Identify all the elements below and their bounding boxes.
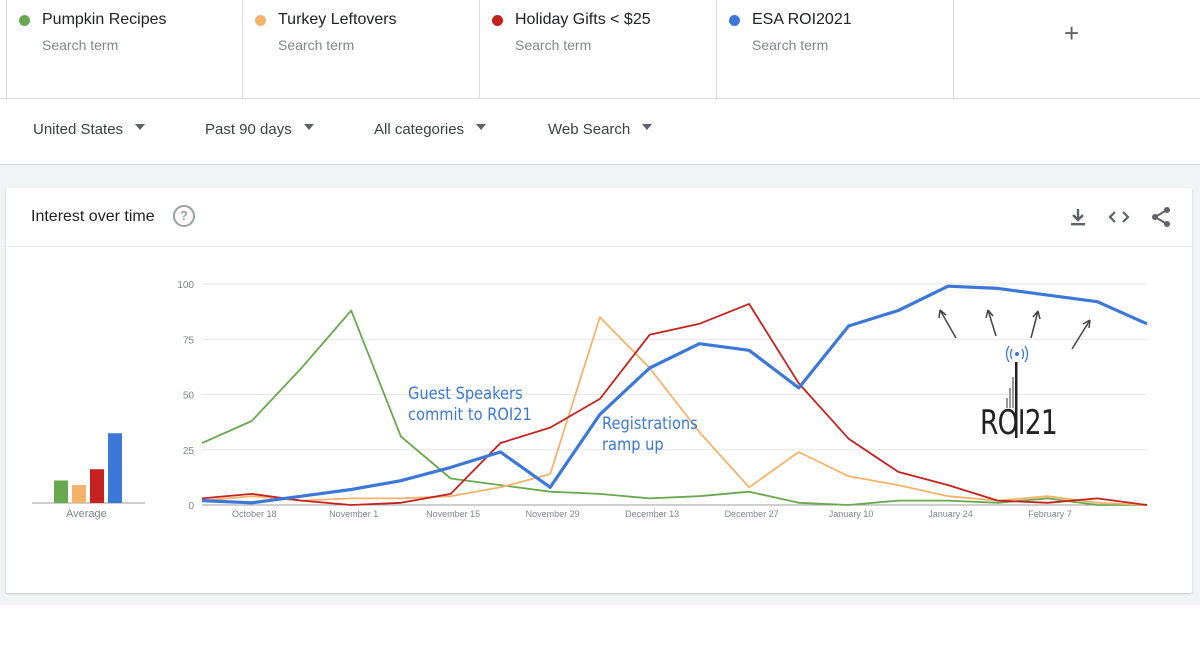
search-terms-bar: Pumpkin Recipes Search term Turkey Lefto…	[0, 0, 1200, 98]
dropdown-caret-icon	[476, 124, 487, 131]
search-term-sublabel: Search term	[42, 37, 119, 53]
category-label: All categories	[374, 121, 465, 138]
chart-series-lines	[201, 284, 1148, 506]
interest-over-time-card: Interest over time ?	[6, 188, 1192, 593]
series-line[interactable]	[201, 316, 1148, 506]
x-tick-label: November 15	[426, 509, 480, 519]
chart-gridlines	[202, 283, 1147, 506]
time-range-dropdown[interactable]: Past 90 days	[205, 121, 314, 138]
region-label: United States	[33, 121, 124, 138]
help-icon[interactable]: ?	[173, 205, 195, 227]
search-term-name[interactable]: Holiday Gifts < $25	[515, 11, 651, 28]
series-color-dot	[492, 15, 503, 26]
region-dropdown[interactable]: United States	[33, 121, 146, 138]
roi21-logo-text: ROI21	[980, 403, 1058, 443]
annotation-line: Guest Speakers	[408, 384, 523, 404]
series-color-dot	[19, 15, 30, 26]
search-term-sublabel: Search term	[752, 37, 829, 53]
search-term-name[interactable]: Turkey Leftovers	[278, 11, 397, 28]
category-dropdown[interactable]: All categories	[374, 121, 487, 138]
plus-icon[interactable]: +	[1064, 18, 1080, 48]
time-range-label: Past 90 days	[205, 121, 292, 138]
dropdown-caret-icon	[642, 124, 653, 131]
share-icon[interactable]	[1149, 205, 1173, 229]
x-tick-label: November 29	[526, 509, 580, 519]
x-tick-label: February 7	[1028, 509, 1072, 519]
search-term-holiday-gifts[interactable]: Holiday Gifts < $25 Search term	[480, 0, 717, 98]
search-term-esa-roi2021[interactable]: ESA ROI2021 Search term	[717, 0, 954, 98]
card-title: Interest over time	[31, 208, 155, 225]
series-line[interactable]	[201, 284, 1148, 505]
annotation-line: Registrations	[602, 414, 698, 434]
dropdown-caret-icon	[135, 124, 146, 131]
chart-x-tick-labels: October 18 November 1 November 15 November …	[232, 509, 1072, 519]
search-type-label: Web Search	[548, 121, 631, 138]
annotation-line: ramp up	[602, 435, 664, 455]
y-tick-label: 75	[183, 335, 195, 346]
search-term-name[interactable]: Pumpkin Recipes	[42, 11, 167, 28]
series-line[interactable]	[201, 302, 1148, 506]
search-term-name[interactable]: ESA ROI2021	[752, 11, 852, 28]
series-color-dot	[255, 15, 266, 26]
download-icon[interactable]	[1066, 205, 1090, 229]
average-bar[interactable]	[90, 469, 104, 503]
average-bar[interactable]	[72, 485, 86, 503]
x-tick-label: November 1	[329, 509, 378, 519]
search-term-sublabel: Search term	[278, 37, 355, 53]
series-line[interactable]	[201, 309, 1147, 506]
average-label: Average	[66, 508, 107, 520]
average-bar-chart	[32, 433, 145, 504]
chart-y-tick-labels: 0 25 50 75 100	[177, 280, 194, 512]
annotation-line: commit to ROI21	[408, 405, 532, 426]
average-bar[interactable]	[54, 480, 68, 504]
y-tick-label: 25	[183, 446, 195, 457]
embed-code-icon[interactable]	[1107, 205, 1131, 229]
search-type-dropdown[interactable]: Web Search	[548, 121, 653, 138]
roi21-logo	[938, 309, 1091, 438]
add-comparison-button[interactable]: +	[954, 0, 1200, 98]
series-color-dot	[729, 15, 740, 26]
card-header: Interest over time ?	[6, 188, 1192, 247]
x-tick-label: December 13	[625, 509, 679, 519]
search-term-sublabel: Search term	[515, 37, 592, 53]
search-term-turkey-leftovers[interactable]: Turkey Leftovers Search term	[243, 0, 480, 98]
annotation-guest-speakers: Guest Speakers commit to ROI21	[408, 384, 532, 426]
dropdown-caret-icon	[303, 124, 314, 131]
y-tick-label: 50	[183, 391, 195, 402]
x-tick-label: January 24	[928, 509, 973, 519]
x-tick-label: December 27	[725, 509, 779, 519]
y-tick-label: 0	[188, 501, 194, 512]
annotation-registrations: Registrations ramp up	[602, 414, 698, 456]
x-tick-label: October 18	[232, 509, 277, 519]
y-tick-label: 100	[177, 280, 194, 291]
search-term-pumpkin-recipes[interactable]: Pumpkin Recipes Search term	[6, 0, 243, 98]
x-tick-label: January 10	[829, 509, 874, 519]
annotation-text: commit to ROI21	[408, 405, 532, 425]
average-bar[interactable]	[108, 433, 122, 503]
